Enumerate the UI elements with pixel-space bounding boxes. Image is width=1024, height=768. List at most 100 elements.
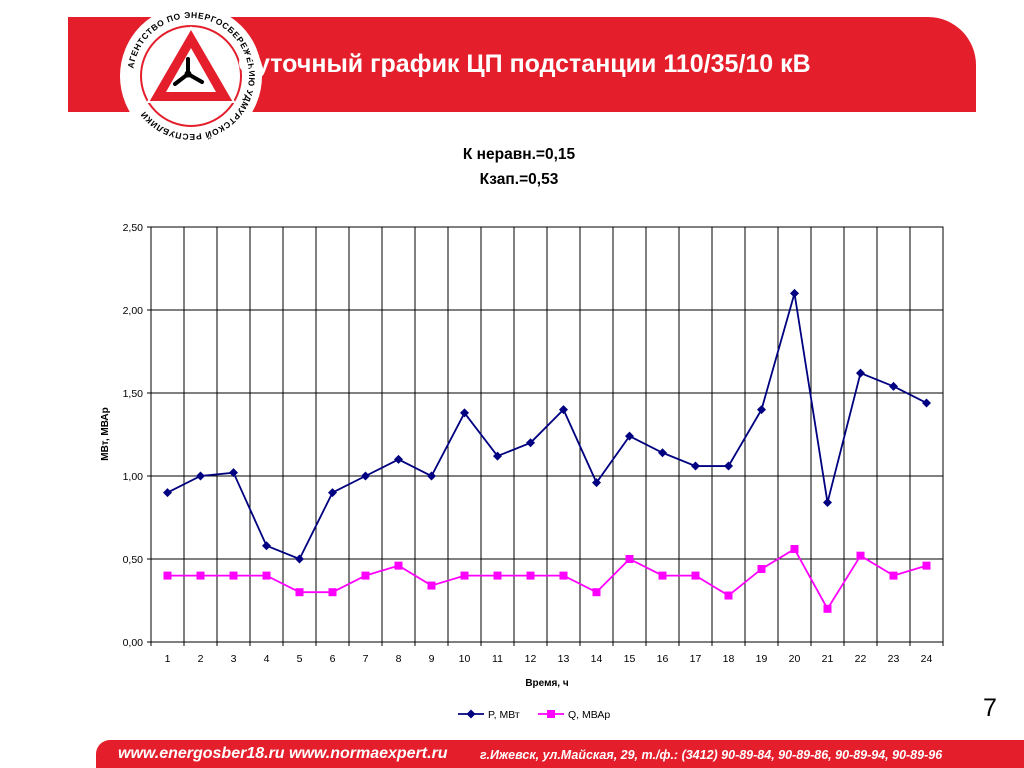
x-tick-label: 12	[525, 653, 537, 665]
data-point-q	[823, 604, 832, 613]
x-tick-label: 10	[459, 653, 471, 665]
data-point-p	[262, 541, 271, 551]
data-point-p	[724, 461, 733, 471]
x-tick-label: 9	[429, 653, 435, 665]
data-point-q	[493, 571, 502, 580]
x-tick-label: 23	[888, 653, 900, 665]
x-tick-label: 18	[723, 653, 735, 665]
data-point-q	[592, 588, 601, 597]
data-point-q	[856, 551, 865, 560]
data-point-q	[295, 588, 304, 597]
data-point-q	[196, 571, 205, 580]
data-point-q	[262, 571, 271, 580]
footer-bar	[96, 740, 1024, 768]
data-point-q	[526, 571, 535, 580]
data-point-p	[922, 398, 931, 408]
data-point-q	[460, 571, 469, 580]
data-point-p	[493, 451, 502, 461]
y-tick-labels: 0,00 0,50 1,00 1,50 2,00 2,50	[123, 222, 144, 649]
x-tick-label: 1	[165, 653, 171, 665]
data-point-p	[526, 438, 535, 448]
chart-series	[163, 288, 931, 613]
data-point-q	[361, 571, 370, 580]
x-tick-label: 21	[822, 653, 834, 665]
x-axis-label: Время, ч	[525, 678, 569, 689]
y-tick-label: 2,50	[123, 222, 144, 234]
data-point-p	[394, 454, 403, 464]
y-tick-label: 1,00	[123, 471, 144, 483]
data-point-q	[427, 581, 436, 590]
data-point-p	[856, 368, 865, 378]
data-point-q	[559, 571, 568, 580]
data-point-p	[196, 471, 205, 481]
data-point-p	[460, 408, 469, 418]
x-tick-label: 22	[855, 653, 867, 665]
x-tick-label: 8	[396, 653, 402, 665]
chart-grid	[150, 226, 944, 643]
data-point-q	[163, 571, 172, 580]
y-axis-label: МВт, МВАр	[100, 407, 111, 461]
data-point-q	[328, 588, 337, 597]
x-tick-label: 6	[330, 653, 336, 665]
data-point-p	[163, 488, 172, 498]
y-tick-label: 0,50	[123, 554, 144, 566]
page-title: Суточный график ЦП подстанции 110/35/10 …	[238, 50, 811, 78]
plot-frame	[150, 226, 944, 643]
page-number: 7	[983, 694, 997, 722]
x-tick-label: 16	[657, 653, 669, 665]
data-point-p	[625, 431, 634, 441]
data-point-q	[625, 555, 634, 563]
data-point-q	[889, 571, 898, 580]
data-point-q	[922, 561, 931, 570]
legend-label: Q, МВАр	[568, 709, 610, 721]
data-point-p	[658, 448, 667, 458]
data-point-q	[658, 571, 667, 580]
data-point-p	[427, 471, 436, 481]
footer-sites[interactable]: www.energosber18.ru www.normaexpert.ru	[118, 745, 448, 762]
data-point-p	[889, 381, 898, 391]
x-tick-label: 19	[756, 653, 768, 665]
data-point-p	[559, 405, 568, 415]
chart-title: К неравн.=0,15	[463, 146, 576, 163]
data-point-q	[229, 571, 238, 580]
data-point-p	[757, 405, 766, 415]
data-point-p	[229, 468, 238, 478]
x-tick-label: 2	[198, 653, 204, 665]
x-tick-label: 3	[231, 653, 237, 665]
x-tick-label: 24	[921, 653, 933, 665]
x-tick-label: 20	[789, 653, 801, 665]
data-point-p	[592, 478, 601, 488]
x-tick-labels: 1 2 3 4 5 6 7 8 9 10 11 12 13 14 15 16 17 18 19 20 21 22 23 24	[165, 653, 933, 665]
x-tick-label: 14	[591, 653, 603, 665]
legend-marker	[466, 709, 476, 719]
x-tick-label: 4	[264, 653, 270, 665]
chart-legend: P, МВт Q, МВАр	[458, 709, 610, 721]
data-point-q	[757, 564, 766, 573]
data-point-p	[691, 461, 700, 471]
data-point-p	[361, 471, 370, 481]
x-tick-label: 17	[690, 653, 702, 665]
series-line-q	[167, 547, 927, 611]
data-point-q	[394, 561, 403, 570]
legend-marker	[547, 710, 555, 718]
legend-label: P, МВт	[488, 709, 520, 721]
data-point-p	[823, 498, 832, 508]
y-tick-label: 2,00	[123, 305, 144, 317]
y-tick-label: 0,00	[123, 637, 144, 649]
x-tick-label: 13	[558, 653, 570, 665]
chart-axes	[147, 226, 944, 646]
daily-load-chart: К неравн.=0,15 Кзап.=0,53 0,00 0,50 1,00 1,…	[100, 146, 944, 721]
data-point-p	[790, 288, 799, 298]
data-point-p	[295, 554, 304, 564]
agency-logo: АГЕНТСТВО ПО ЭНЕРГОСБЕРЕЖЕНИЮ УДМУРТСКОЙ…	[120, 5, 262, 147]
data-point-p	[328, 488, 337, 498]
data-point-q	[790, 545, 799, 554]
chart-subtitle: Кзап.=0,53	[480, 171, 559, 188]
series-line-p	[167, 293, 927, 561]
x-tick-label: 7	[363, 653, 369, 665]
data-point-q	[691, 571, 700, 580]
footer-address: г.Ижевск, ул.Майская, 29, т./ф.: (3412) …	[480, 748, 943, 762]
x-tick-label: 15	[624, 653, 636, 665]
x-tick-label: 11	[492, 653, 503, 665]
data-point-q	[724, 591, 733, 600]
